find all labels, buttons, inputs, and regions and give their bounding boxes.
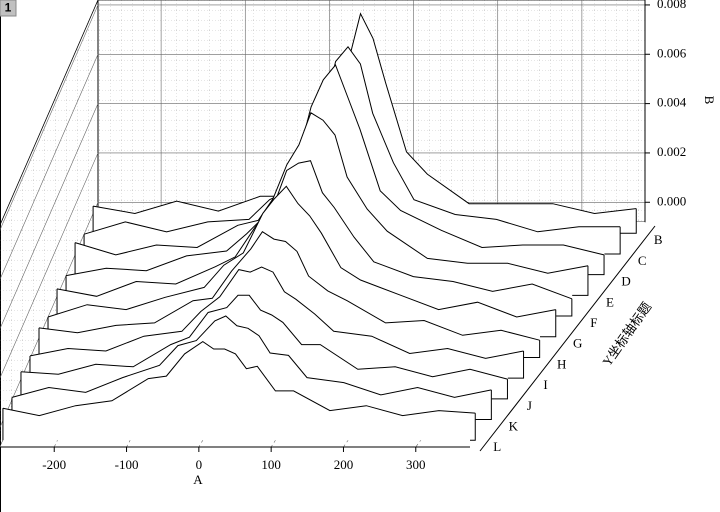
series-line bbox=[20, 294, 508, 380]
depth-tick-label: K bbox=[509, 419, 519, 434]
y-tick-label: 0.006 bbox=[657, 45, 687, 60]
depth-tick-label: F bbox=[590, 315, 597, 330]
y-tick-label: 0.004 bbox=[657, 95, 687, 110]
grid-line bbox=[0, 54, 99, 280]
y-tick-label: 0.000 bbox=[657, 193, 686, 208]
series-line bbox=[66, 112, 589, 277]
x-axis-title: A bbox=[193, 472, 203, 487]
series-drop bbox=[38, 327, 541, 358]
depth-tick-label: J bbox=[527, 398, 532, 413]
grid-line bbox=[0, 202, 99, 428]
depth-tick-label: G bbox=[573, 336, 582, 351]
x-tick-label: 100 bbox=[261, 457, 281, 472]
series-line bbox=[2, 340, 476, 417]
x-tick-label: 0 bbox=[196, 457, 203, 472]
x-tick-label: 200 bbox=[334, 457, 354, 472]
series-line bbox=[74, 64, 605, 256]
y-axis-title: B bbox=[702, 96, 717, 105]
depth-tick-label: H bbox=[557, 356, 566, 371]
x-tick-label: -200 bbox=[42, 457, 66, 472]
depth-axis bbox=[479, 225, 656, 452]
grid-line bbox=[0, 4, 99, 231]
series-line bbox=[47, 185, 556, 318]
grid-line bbox=[0, 152, 99, 379]
series-line bbox=[38, 231, 540, 341]
series-line bbox=[56, 160, 573, 300]
series-drop bbox=[20, 371, 508, 400]
series-drop bbox=[2, 408, 476, 441]
x-tick-label: 300 bbox=[406, 457, 426, 472]
depth-tick-label: L bbox=[493, 439, 501, 454]
series-line bbox=[11, 315, 492, 398]
series-fill bbox=[2, 341, 476, 441]
depth-tick-label: I bbox=[543, 377, 547, 392]
depth-tick-label: E bbox=[606, 294, 614, 309]
depth-tick-label: D bbox=[621, 274, 630, 289]
x-tick-label: -100 bbox=[115, 457, 139, 472]
layer-label: 1 bbox=[5, 1, 12, 15]
series-line bbox=[29, 266, 524, 359]
series-drop bbox=[56, 288, 573, 317]
series-drop bbox=[92, 206, 637, 234]
series-line bbox=[93, 12, 637, 215]
series-line bbox=[83, 45, 621, 235]
plot: 0.000 0.002 0.004 0.006 0.008 -200 -100 0 100 200… bbox=[0, 0, 687, 472]
y-tick-label: 0.002 bbox=[657, 144, 686, 159]
y-tick-label: 0.008 bbox=[657, 0, 686, 11]
layer-badge bbox=[0, 0, 17, 17]
grid-line bbox=[0, 103, 99, 329]
series-drop bbox=[74, 242, 605, 276]
depth-tick-label: C bbox=[638, 253, 647, 268]
depth-tick-label: B bbox=[654, 232, 663, 247]
